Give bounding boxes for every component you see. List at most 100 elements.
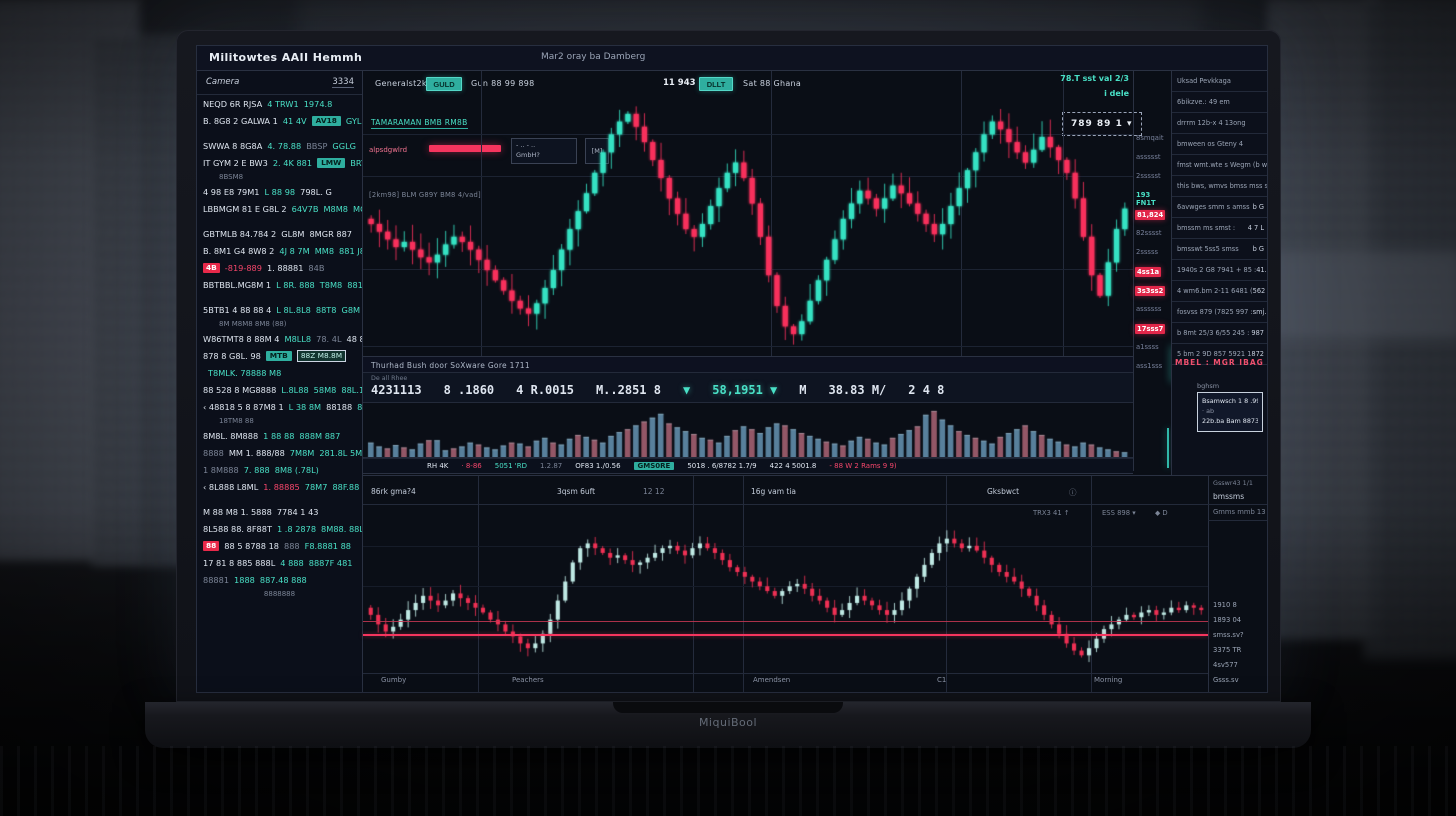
bottom-sub-3[interactable]: ◆ D [1155,509,1168,517]
watchlist-cell: 88188 [326,401,353,412]
market-info-row[interactable]: Uksad Pevkkaga [1172,71,1267,92]
market-info-row[interactable]: fosvss 879 (7825 997 : smj. [1172,302,1267,323]
market-info-text: fosvss 879 (7825 997 : [1177,308,1253,316]
watchlist-row[interactable]: SWWA 8 8G8A 4. 78.88 BBSP GGLG [197,137,362,154]
tooltip-line1: Bsamwsch 1 8 .9992 7 [1202,397,1258,405]
watchlist-row[interactable]: 878 8 G8L. 98 MTB 88Z M8.8M [197,347,362,364]
overview-price-chart[interactable] [367,522,1205,672]
market-info-row[interactable]: b 8mt 25/3 6/55 245 :987 [1172,323,1267,344]
market-info-value: 562 [1252,287,1266,295]
bottom-tab-3[interactable]: 16g vam tia [751,487,797,496]
watchlist-cell: 798L. G [300,186,332,197]
watchlist-row[interactable]: 8888888 [197,588,362,600]
bottom-right-col-border [1208,476,1209,692]
watchlist-cell: GYL 4L .4B [345,115,362,126]
buy-button[interactable]: GULD [426,77,462,91]
watchlist-row[interactable]: 4 98 E8 79M1 L 88 98 798L. G [197,183,362,200]
watchlist-row[interactable]: 18TM8 88 [197,415,362,427]
market-info-row[interactable]: bmsswt 5ss5 smss b G [1172,239,1267,260]
watchlist-cell: GL8M [281,228,305,239]
market-info-row[interactable]: this bws, wmvs bmss mss swstv [1172,176,1267,197]
watchlist-row[interactable]: IT GYM 2 E BW3 2. 4K 881 LMW BRY 82 4M [197,154,362,171]
order-tooltip[interactable]: Bsamwsch 1 8 .9992 7 · ab 22b.ba Bam 887… [1197,392,1263,432]
watchlist-row[interactable]: 88 528 8 MG8888 L.8L88 58M8 88L.18. 788 [197,381,362,398]
bottom-sub-2[interactable]: ESS 898 ▾ [1102,509,1136,517]
info-icon[interactable]: ⓘ [1069,488,1077,497]
watchlist-row[interactable]: 8M M8M8 8M8 (88) [197,318,362,330]
main-price-chart[interactable] [367,96,1129,352]
bottom-tab-4[interactable]: Gksbwct [987,487,1020,496]
market-info-row[interactable]: 5 bm 2 9D 857 5921 1 872 [1172,344,1267,365]
watchlist-count[interactable]: 3334 [332,77,354,88]
market-info-row[interactable]: 4 wm6.bm 2-11 6481 (562 [1172,281,1267,302]
watchlist-row[interactable]: B. 8M1 G4 8W8 2 4J 8 7M MM8 881 J8 888 [197,242,362,259]
market-info-text: 6bikzve.: 49 em [1177,98,1230,106]
bottom-tab-1[interactable]: 86rk gma?4 [371,487,416,496]
watchlist-cell: 1 88 88 [263,430,295,441]
market-info-row[interactable]: 6bikzve.: 49 em [1172,92,1267,113]
watchlist-row[interactable]: B. 8G8 2 GALWA 1 41 4V AV18 GYL 4L .4B [197,112,362,129]
watchlist-row[interactable]: W86TMT8 8 88M 4 M8LL8 78. 4L 48 88 [197,330,362,347]
watchlist-row[interactable]: 1 8M888 7. 888 8M8 (.78L) [197,461,362,478]
watchlist-row[interactable]: 88 88 5 8788 18 888 F8.8881 88 [197,537,362,554]
stats-value: 8 .1860 [443,383,495,397]
watchlist-row[interactable]: T8MLK. 78888 M8 [197,364,362,381]
market-info-row[interactable]: drrrm 12b-x 4 13ong [1172,113,1267,134]
watchlist-cell: M8M8 [323,203,349,214]
watchlist-row[interactable]: M 88 M8 1. 5888 7784 1 43 [197,503,362,520]
watchlist-cell: 1. 88881 [266,262,304,273]
watchlist-row[interactable]: 88881 1888 887.48 888 [197,571,362,588]
watchlist-cell: 88 5 8788 18 [224,540,279,551]
section-divider: Thurhad Bush door SoXware Gore 1711 [363,356,1133,373]
watchlist-cell: SWWA 8 8G8A [203,140,263,151]
price-axis-label: 2ssssst [1136,172,1161,180]
stats-value: 38.83 M/ [828,383,887,397]
watchlist-row[interactable]: 8888 MM 1. 888/88 7M8M 281.8L 5M [197,444,362,461]
market-info-row[interactable]: bmssm ms smst : 4 7 L [1172,218,1267,239]
watchlist-row[interactable]: ‹ 48818 5 8 87M8 1 L 38 8M 88188 888 58 78 [197,398,362,415]
symbol-selector[interactable]: Generalst2key ▾ [375,79,444,88]
market-info-row[interactable]: 6avwges smm s amss b G [1172,197,1267,218]
time-axis-label: Gumby [381,676,407,684]
market-info-row[interactable]: fmst wmt.wte s Wegm (b wmst) [1172,155,1268,176]
watchlist-cell: 8887F 481 [308,557,353,568]
time-axis-label: Peachers [512,676,544,684]
market-info-value: 987 [1251,329,1264,337]
sell-button[interactable]: DLLT [699,77,733,91]
status-item: - 88 W 2 Rams 9 9) [829,462,897,470]
watchlist-row[interactable]: NEQD 6R RJSA 4 TRW1 1974.8 [197,95,362,112]
watchlist-cell: L 8R. 888 [276,279,315,290]
watchlist-cell: LMW [317,157,346,168]
watchlist-cell: 8888888 [263,590,296,598]
watchlist-row[interactable]: 17 81 8 885 888L 4 888 8887F 481 [197,554,362,571]
watchlist-cell: 888 58 78 [357,401,362,412]
watchlist-cell: 8M88. 88L58 [321,523,362,534]
watchlist-row[interactable]: LBBMGM 81 E G8L 2 64V7B M8M8 MGL 8C 88 [197,200,362,217]
bottom-sub-1: TRX3 41 ↑ [1033,509,1070,517]
watchlist-cell: 8MGR 887 [309,228,353,239]
right-col-value: 1893 04 [1213,616,1242,624]
market-info-text: fmst wmt.wte s Wegm (b wmst) [1177,161,1268,169]
market-info-rows: Uksad Pevkkaga 6bikzve.: 49 em drrrm 12b-x… [1172,71,1268,365]
watchlist-row[interactable]: 4B -819-889 1. 88881 84B [197,259,362,276]
market-info-row[interactable]: bmween os Gteny 4 [1172,134,1267,155]
watchlist-row[interactable]: 8M8L. 8M888 1 88 88 888M 887 [197,427,362,444]
watchlist-row[interactable]: GBTMLB 84.784 2 GL8M 8MGR 887 [197,225,362,242]
market-info-row[interactable]: 1940s 2 G8 7941 + 85 :41.8 52 [1172,260,1267,281]
market-info-value: smj. [1252,308,1267,316]
price-axis-label: ass1sss [1136,362,1163,370]
watchlist-row[interactable]: BBTBBL.MG8M 1 L 8R. 888 T8M8 881 5G 8T8 [197,276,362,293]
watchlist-row[interactable]: 5BTB1 4 88 88 4 L 8L.8L8 88T8 G8M 8L 88 [197,301,362,318]
watchlist-row[interactable]: ‹ 8L888 L8ML 1. 88885 78M7 88F.88 578 [197,478,362,495]
watchlist-row[interactable]: 8L588 88. 8F88T 1 .8 2878 8M88. 88L58 [197,520,362,537]
right-col-line [1208,520,1267,521]
time-axis-label: Morning [1094,676,1123,684]
bottom-tab-2[interactable]: 3qsm 6uft [557,487,596,496]
volume-chart[interactable] [367,407,1129,457]
status-badge[interactable]: GMS0RE [633,462,675,470]
watchlist-panel: Camera 3334 NEQD 6R RJSA 4 TRW1 1974.8 B. 8… [197,71,363,692]
status-item: 5051 'RD [494,462,527,470]
watchlist-row[interactable]: 8BSM8 [197,171,362,183]
market-info-text: drrrm 12b-x 4 13ong [1177,119,1246,127]
watchlist-cell: 1888 [234,574,255,585]
